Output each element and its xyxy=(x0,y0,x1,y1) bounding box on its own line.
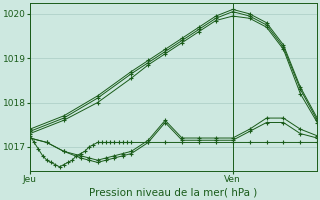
X-axis label: Pression niveau de la mer( hPa ): Pression niveau de la mer( hPa ) xyxy=(90,187,258,197)
